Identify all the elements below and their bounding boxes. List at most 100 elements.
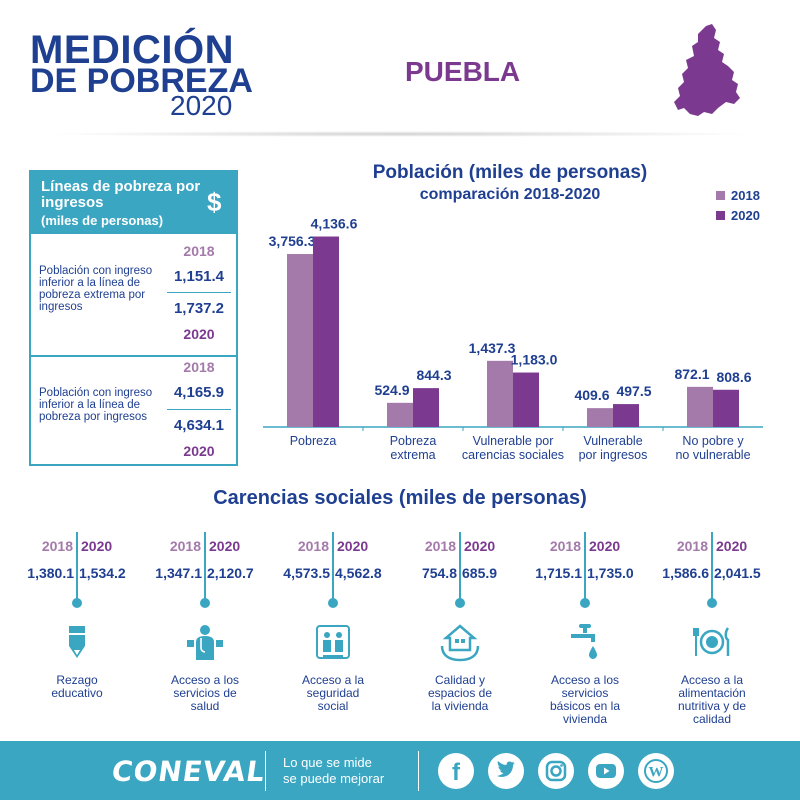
category-label-0: Pobreza [290,434,337,448]
connector-dot [580,598,590,608]
header-divider [40,131,760,137]
carencia-label-line: Acceso a los [550,673,620,687]
bar-2020-1 [413,388,439,427]
instagram-icon[interactable] [538,753,574,789]
category-label-3: por ingresos [579,448,648,462]
chart-title: Población (miles de personas) [372,162,648,183]
connector-line [584,532,586,602]
value-2020: 4,562.8 [335,565,382,581]
data-label-2018-1: 524.9 [374,382,409,398]
svg-text:W: W [649,765,664,781]
carencia-label-line: Acceso a la [301,673,365,687]
title-medicion: MEDICIÓN [30,28,234,72]
bar-2020-2 [513,372,539,427]
year-2018-label: 2018 [549,538,581,554]
poverty-line-row-extreme: 2018 Población con ingreso inferior a la… [31,234,236,355]
doctor-icon [187,625,223,660]
carencia-label-line: Acceso a la [680,673,744,687]
poverty-line-description: Población con ingreso inferior a la líne… [39,387,153,423]
year-2018-label: 2018 [183,243,215,259]
carencia-item: 2018 2020 1,347.1 2,120.7 Acceso a los servic… [141,532,269,732]
value-2018: 754.8 [421,565,457,581]
carencia-label-line: Calidad y [434,673,486,687]
puebla-map-icon [674,24,740,116]
poverty-line-row-income: 2018 Población con ingreso inferior a la… [31,357,236,464]
wordpress-icon[interactable]: W [638,753,674,789]
carencia-label: Acceso a los servicios básicos en la vivien… [525,674,645,726]
poverty-line-description: Población con ingreso inferior a la líne… [39,265,153,313]
data-label-2020-3: 497.5 [616,383,651,399]
bar-2018-1 [387,402,413,427]
category-label-1: extrema [390,448,435,462]
connector-dot [455,598,465,608]
carencia-label-line: la vivienda [431,699,489,713]
year-2018-label: 2018 [676,538,708,554]
house-hands-icon [440,624,480,662]
data-label-2020-4: 808.6 [716,369,751,385]
carencias-title: Carencias sociales (miles de personas) [213,487,587,509]
legend-2018: 2018 [716,188,760,203]
connector-dot [707,598,717,608]
slogan-line-1: Lo que se mide [283,755,372,770]
carencia-label-line: seguridad [306,686,360,700]
category-label-2: Vulnerable por [473,434,554,448]
connector-line [459,532,461,602]
data-label-2020-1: 844.3 [416,367,451,383]
value-separator [167,409,231,410]
coneval-logo[interactable]: CONEVAL [109,755,268,788]
year-2020-label: 2020 [81,538,113,554]
year-2018-label: 2018 [183,359,215,375]
title-de-pobreza: DE POBREZA [30,62,253,100]
category-label-3: Vulnerable [583,434,642,448]
year-2020-label: 2020 [589,538,621,554]
carencia-label-line: servicios [561,686,609,700]
facebook-icon[interactable]: f [438,753,474,789]
carencia-label: Acceso a la alimentación nutritiva y de cal… [652,674,772,726]
connector-line [711,532,713,602]
social-security-icon [316,625,350,659]
data-label-2018-3: 409.6 [574,387,609,403]
carencia-label-line: vivienda [562,712,608,726]
svg-text:f: f [452,759,461,786]
footer-separator [265,751,266,791]
carencia-label-line: educativo [51,686,103,700]
value-2018: 1,586.6 [662,565,709,581]
legend-swatch-2018 [716,191,725,200]
value-2020: 1,737.2 [173,300,225,317]
year-2020-label: 2020 [209,538,241,554]
carencia-label-line: Acceso a los [170,673,240,687]
value-2020: 2,041.5 [714,565,761,581]
carencia-item: 2018 2020 4,573.5 4,562.8 Acceso a la segurid… [269,532,397,732]
population-bar-chart: 3,756.34,136.6Pobreza524.9844.3Pobrezaex… [263,216,763,462]
plate-icon [693,627,730,656]
slogan-line-2: se puede mejorar [283,771,385,786]
data-label-2020-0: 4,136.6 [311,216,358,232]
legend-swatch-2020 [716,211,725,220]
year-2020-label: 2020 [716,538,748,554]
value-2018: 4,165.9 [173,384,225,401]
value-2018: 1,151.4 [173,268,225,285]
value-2020: 685.9 [462,565,498,581]
youtube-icon[interactable] [588,753,624,789]
year-2020-label: 2020 [337,538,369,554]
bar-2020-4 [713,389,739,427]
carencia-label: Calidad y espacios de la vivienda [400,674,520,713]
data-label-2018-0: 3,756.3 [269,233,316,249]
twitter-icon[interactable] [488,753,524,789]
footer: CONEVAL Lo que se mide se puede mejorar … [0,741,800,800]
value-separator [167,292,231,293]
year-2020-label: 2020 [464,538,496,554]
value-2020: 2,120.7 [207,565,254,581]
legend-label-2020: 2020 [731,208,760,223]
year-2018-label: 2018 [424,538,456,554]
year-2018-label: 2018 [169,538,201,554]
carencia-label: Rezago educativo [17,674,137,700]
bar-2018-0 [287,254,313,427]
legend-2020: 2020 [716,208,760,223]
legend-label-2018: 2018 [731,188,760,203]
carencia-label-line: calidad [692,712,732,726]
footer-separator [418,751,419,791]
carencia-item: 2018 2020 754.8 685.9 Calidad y espacios de la… [396,532,524,732]
carencia-label-line: social [317,699,349,713]
data-label-2018-2: 1,437.3 [469,340,516,356]
